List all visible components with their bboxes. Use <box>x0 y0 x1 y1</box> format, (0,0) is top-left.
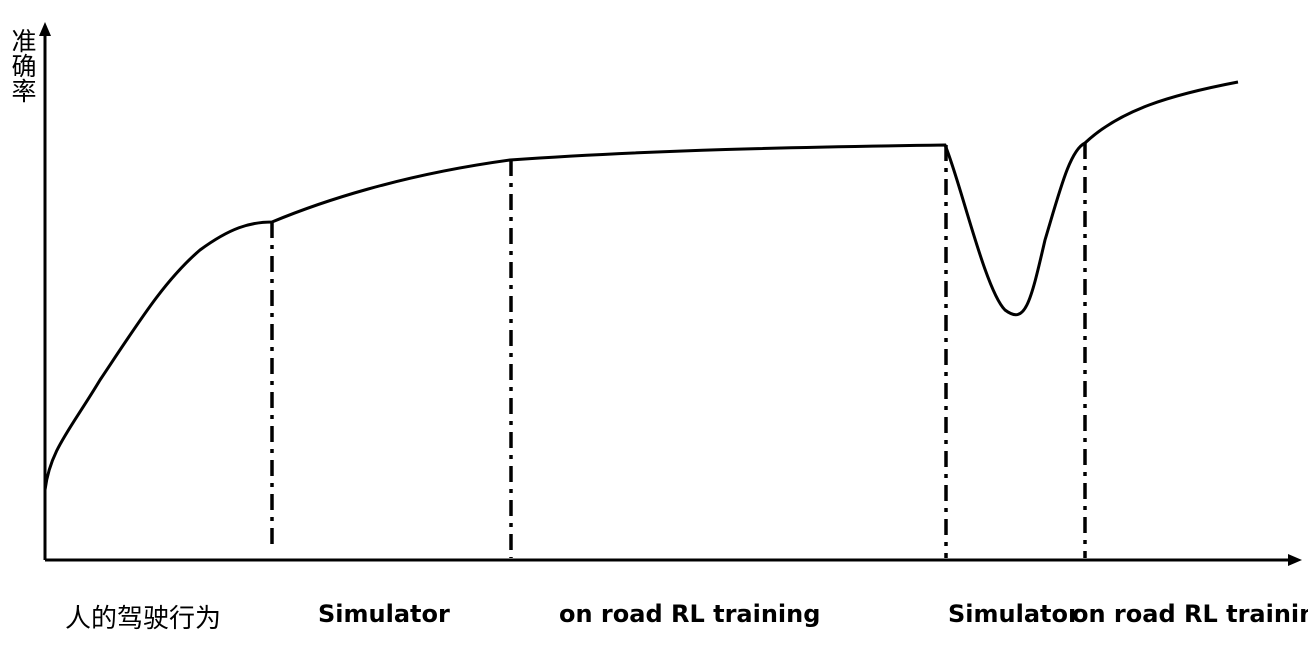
stage-label-human-driving: 人的驾驶行为 <box>65 604 222 634</box>
y-axis-label: 准确率 <box>8 28 37 103</box>
stage-label-simulator-1: Simulator <box>318 600 450 628</box>
y-axis-arrowhead <box>39 22 51 36</box>
x-axis-arrowhead <box>1288 554 1302 566</box>
stage-label-simulator-2: Simulator <box>948 600 1080 628</box>
stage-label-on-road-rl-1: on road RL training <box>559 600 821 628</box>
stage-label-on-road-rl-2: on road RL training <box>1072 600 1308 628</box>
accuracy-curve <box>43 80 1239 491</box>
